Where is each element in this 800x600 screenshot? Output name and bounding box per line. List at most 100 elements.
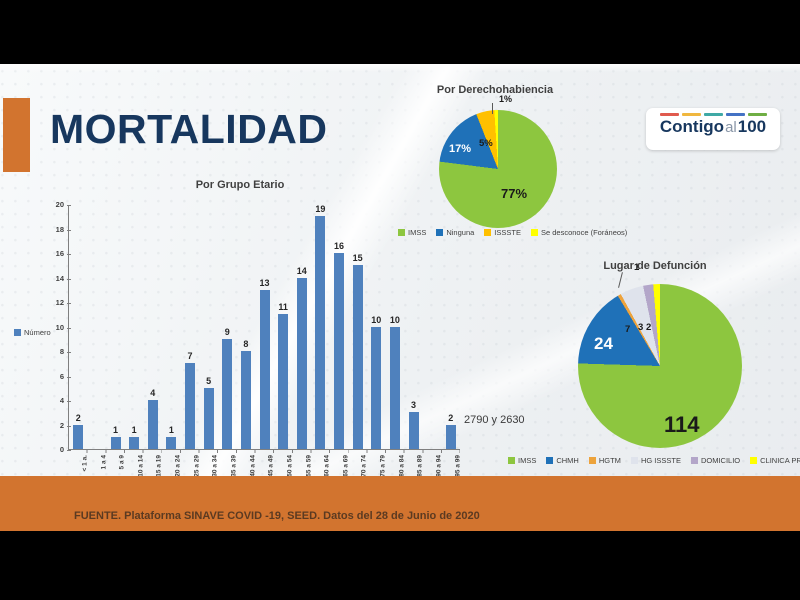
bar-value-label: 10 [371,314,382,325]
bar-value-label: 8 [243,339,249,349]
pie1-label-ninguna: 17% [449,143,472,155]
bar-slot: 2 [442,205,461,449]
y-axis-tick: 4 [38,397,71,405]
logo-part-al: al [725,119,737,136]
y-axis-tick: 8 [38,348,71,356]
bar-value-label: 10 [389,314,400,325]
bar-value-label: 14 [296,265,307,276]
bar [296,277,307,449]
legend-label: HG ISSSTE [640,456,681,465]
slide: MORTALIDAD Contigoal100 Por Grupo Etario… [0,64,800,531]
bar [352,265,363,449]
legend-item: IMSS [508,456,536,465]
bar [240,351,251,449]
y-axis-tick: 14 [38,274,71,283]
legend-label: IMSS [518,456,537,465]
bar [129,436,140,449]
legend-item: Se desconoce (Foráneos) [530,228,628,237]
pie2-leader-line [618,272,623,288]
bar-slot: 1 [162,205,181,449]
legend-item: HGTM [588,456,621,465]
bar-slot: 15 [348,205,367,449]
bar [389,326,400,449]
legend-swatch [436,229,444,236]
legend-item: CLINICA PRIVADA [750,456,800,465]
bar-slot: 1 [106,205,125,449]
bar [222,338,233,449]
pie2-label-hg-issste: 7 [625,324,631,335]
legend-label: DOMICILIO [700,456,741,465]
bar-slot: 5 [199,205,218,449]
bar-slot: 2 [69,205,88,449]
y-axis-tick: 12 [38,299,71,307]
bar-chart-annotation: 2790 y 2630 [464,414,525,426]
legend-item: IMSS [398,228,426,237]
legend-swatch [588,457,596,464]
bar [73,424,84,449]
logo-text: Contigoal100 [654,118,772,137]
bar [185,363,196,449]
bar-chart-plot-area: 2 1 1 4 1 7 5 9 8 13 11 14 19 16 15 10 10 3 2 [68,204,461,453]
legend-item: ISSSTE [484,228,521,237]
bar-value-label: 2 [448,412,454,423]
x-axis-ticks [69,449,460,453]
bar-slot: 11 [274,205,293,449]
bar [166,436,177,449]
pie1-label-issste: 5% [479,138,493,149]
page-title: MORTALIDAD [50,106,328,152]
bar-slot [88,205,107,449]
pie1-title: Por Derechohabiencia [436,84,554,96]
y-axis-tick: 0 [38,446,71,454]
bar [334,253,345,449]
pie1-label-desconoce: 1% [499,94,513,104]
bar-value-label: 2 [75,412,81,423]
logo-part-100: 100 [737,117,767,136]
bar-slot: 13 [255,205,274,449]
bar [259,289,270,449]
pie2-legend: IMSS CHMH HGTM HG ISSSTE DOMICILIO CLINICA PR… [508,456,800,465]
legend-label: HGTM [598,456,621,465]
bar-value-label: 7 [187,351,193,362]
bar-series: 2 1 1 4 1 7 5 9 8 13 11 14 19 16 15 10 10 3 2 [69,204,461,449]
legend-swatch [750,457,758,464]
legend-swatch-numero [14,329,21,336]
pie-derechohabiencia: 77% 17% 5% 1% [439,94,557,228]
bar-slot [423,205,442,449]
contigo-al-100-logo: Contigoal100 [646,108,780,150]
bar [278,314,289,449]
bar [408,412,419,449]
bar [110,436,121,449]
bar-value-label: 4 [150,388,156,398]
y-axis-tick: 2 [38,421,71,430]
bar-value-label: 13 [259,277,270,288]
legend-swatch [398,229,405,236]
bar-value-label: 16 [334,241,345,251]
legend-label: CHMH [556,456,579,465]
bar [445,424,456,449]
pie-lugar-defuncion: 114 24 1 7 3 2 [578,262,742,448]
legend-swatch [630,457,638,464]
pie2-label-hgtm: 1 [634,262,640,273]
legend-label: Ninguna [446,228,475,237]
pie2-title: Lugar de Defunción [603,260,707,272]
y-axis-tick: 20 [38,201,71,209]
bar [371,326,382,449]
legend-swatch [690,457,698,464]
bar-slot: 7 [181,205,200,449]
pie2-label-clinica: 2 [646,322,652,333]
bar-slot: 8 [237,205,256,449]
accent-rectangle [3,98,30,172]
legend-item: DOMICILIO [690,456,741,465]
bar-chart-y-axis: 0 2 4 6 8 10 12 14 16 18 20 [38,201,71,454]
bar-slot: 3 [404,205,423,449]
bar-slot: 10 [386,205,405,449]
legend-label: Se desconoce (Foráneos) [540,228,628,237]
legend-label: CLINICA PRIVADA [760,456,800,465]
bar-value-label: 1 [131,424,137,435]
pie2-label-chmh: 24 [594,334,613,353]
bar [203,387,214,449]
legend-item: CHMH [546,456,579,465]
source-note: FUENTE. Plataforma SINAVE COVID -19, SEE… [74,510,480,522]
bar-chart-legend: Número [14,328,51,337]
